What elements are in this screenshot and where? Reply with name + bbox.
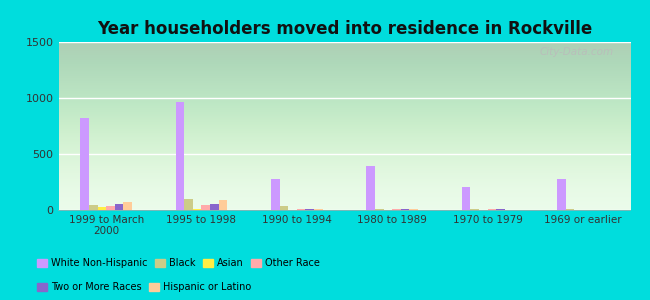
Bar	[401, 209, 410, 210]
Text: City-Data.com: City-Data.com	[540, 47, 614, 57]
Bar	[462, 187, 471, 210]
Bar	[471, 209, 479, 210]
Bar	[124, 202, 132, 210]
Bar	[375, 209, 383, 210]
Bar	[98, 207, 106, 210]
Bar	[566, 209, 574, 210]
Bar	[297, 209, 306, 210]
Bar	[218, 200, 227, 210]
Bar	[392, 209, 401, 210]
Bar	[193, 209, 202, 210]
Bar	[202, 205, 210, 210]
Bar	[176, 103, 185, 210]
Legend: White Non-Hispanic, Black, Asian, Other Race: White Non-Hispanic, Black, Asian, Other …	[37, 258, 320, 268]
Bar	[496, 209, 504, 210]
Bar	[314, 209, 322, 210]
Bar	[89, 205, 98, 210]
Bar	[488, 209, 496, 210]
Title: Year householders moved into residence in Rockville: Year householders moved into residence i…	[97, 20, 592, 38]
Bar	[106, 206, 115, 210]
Bar	[271, 178, 280, 210]
Legend: Two or More Races, Hispanic or Latino: Two or More Races, Hispanic or Latino	[37, 282, 252, 292]
Bar	[410, 209, 418, 210]
Bar	[210, 204, 218, 210]
Bar	[185, 199, 193, 210]
Bar	[115, 204, 124, 210]
Bar	[280, 206, 288, 210]
Bar	[81, 118, 89, 210]
Bar	[557, 179, 566, 210]
Bar	[367, 166, 375, 210]
Bar	[306, 209, 314, 210]
